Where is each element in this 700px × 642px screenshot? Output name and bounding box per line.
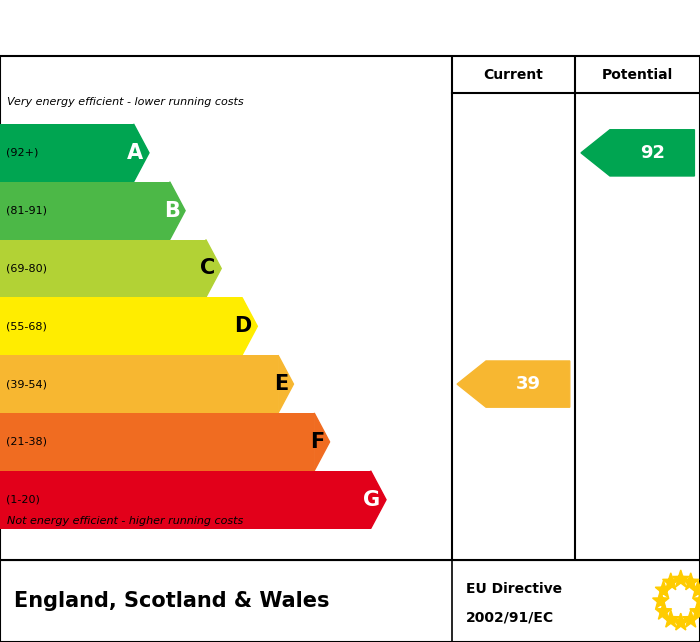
Text: A: A xyxy=(127,143,144,163)
Bar xyxy=(0,297,242,355)
Bar xyxy=(0,124,134,182)
Text: E: E xyxy=(274,374,288,394)
Text: G: G xyxy=(363,490,380,510)
Text: (81-91): (81-91) xyxy=(6,205,47,216)
Bar xyxy=(0,239,206,297)
Bar xyxy=(0,182,169,239)
Polygon shape xyxy=(682,573,699,590)
Polygon shape xyxy=(242,297,258,355)
Text: 2002/91/EC: 2002/91/EC xyxy=(466,611,554,625)
Text: EU Directive: EU Directive xyxy=(466,582,561,596)
Text: 39: 39 xyxy=(515,375,540,393)
Polygon shape xyxy=(690,581,700,598)
Bar xyxy=(0,413,314,471)
Text: Potential: Potential xyxy=(602,67,673,82)
Text: B: B xyxy=(164,201,179,221)
Text: (92+): (92+) xyxy=(6,148,38,158)
Polygon shape xyxy=(278,355,293,413)
Polygon shape xyxy=(206,239,221,297)
Polygon shape xyxy=(314,413,330,471)
Text: C: C xyxy=(200,259,216,279)
Text: Energy Efficiency Rating: Energy Efficiency Rating xyxy=(21,14,405,42)
Text: D: D xyxy=(234,317,252,336)
Polygon shape xyxy=(655,581,672,598)
Polygon shape xyxy=(663,573,679,590)
Text: England, Scotland & Wales: England, Scotland & Wales xyxy=(14,591,330,611)
Text: (21-38): (21-38) xyxy=(6,437,47,447)
Bar xyxy=(0,355,278,413)
Text: (1-20): (1-20) xyxy=(6,495,39,505)
Text: F: F xyxy=(309,432,324,452)
Polygon shape xyxy=(370,471,386,528)
Polygon shape xyxy=(690,602,700,620)
Polygon shape xyxy=(692,591,700,609)
Polygon shape xyxy=(134,124,149,182)
Text: (39-54): (39-54) xyxy=(6,379,47,389)
Polygon shape xyxy=(673,570,689,587)
Polygon shape xyxy=(655,602,672,620)
Polygon shape xyxy=(652,591,669,609)
Polygon shape xyxy=(457,361,570,407)
Polygon shape xyxy=(673,613,689,630)
Text: Not energy efficient - higher running costs: Not energy efficient - higher running co… xyxy=(7,516,244,526)
Polygon shape xyxy=(682,611,699,627)
Text: Very energy efficient - lower running costs: Very energy efficient - lower running co… xyxy=(7,97,244,107)
Polygon shape xyxy=(169,182,185,239)
Text: Current: Current xyxy=(484,67,543,82)
Polygon shape xyxy=(581,130,694,176)
Text: 92: 92 xyxy=(640,144,665,162)
Text: (69-80): (69-80) xyxy=(6,263,47,273)
Text: (55-68): (55-68) xyxy=(6,321,46,331)
Bar xyxy=(0,471,370,528)
Polygon shape xyxy=(663,611,679,627)
